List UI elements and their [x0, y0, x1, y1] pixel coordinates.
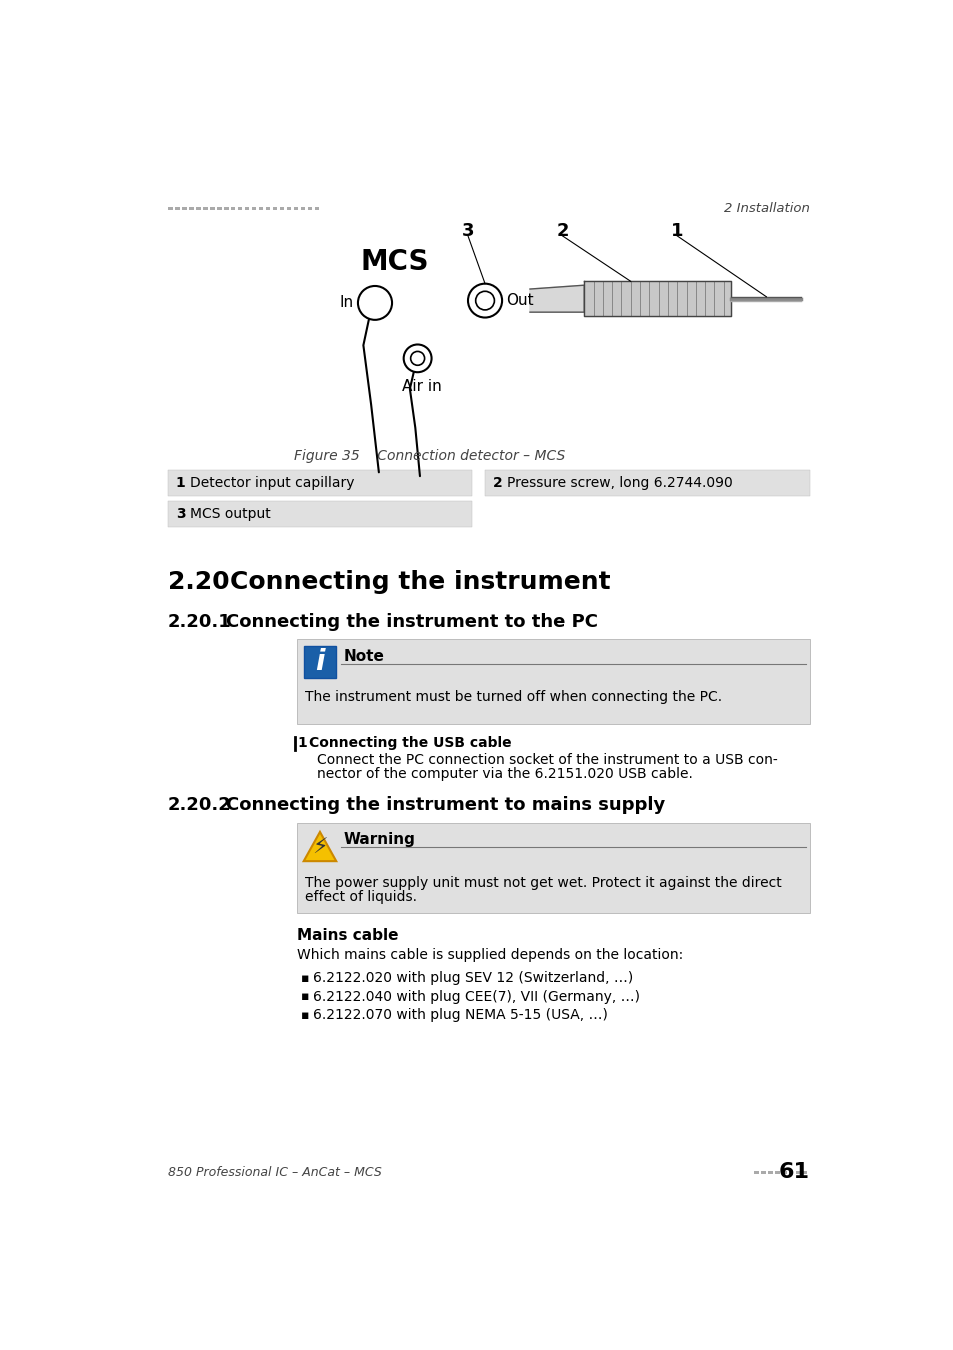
Text: Warning: Warning [344, 832, 416, 846]
FancyBboxPatch shape [300, 207, 305, 209]
Text: Out: Out [505, 293, 533, 308]
Text: 2: 2 [556, 223, 568, 240]
FancyBboxPatch shape [210, 207, 214, 209]
FancyBboxPatch shape [484, 470, 809, 497]
Text: 6.2122.040 with plug CEE(7), VII (Germany, …): 6.2122.040 with plug CEE(7), VII (German… [313, 990, 639, 1003]
Text: The power supply unit must not get wet. Protect it against the direct: The power supply unit must not get wet. … [305, 876, 781, 890]
Text: Detector input capillary: Detector input capillary [190, 477, 354, 490]
FancyBboxPatch shape [760, 1170, 765, 1173]
FancyBboxPatch shape [168, 207, 172, 209]
FancyBboxPatch shape [245, 207, 249, 209]
FancyBboxPatch shape [303, 645, 335, 678]
Text: In: In [339, 296, 354, 310]
FancyBboxPatch shape [195, 207, 200, 209]
FancyBboxPatch shape [273, 207, 277, 209]
Text: 2.20: 2.20 [168, 570, 230, 594]
FancyBboxPatch shape [231, 207, 235, 209]
Text: Figure 35    Connection detector – MCS: Figure 35 Connection detector – MCS [294, 450, 564, 463]
Text: 6.2122.070 with plug NEMA 5-15 (USA, …): 6.2122.070 with plug NEMA 5-15 (USA, …) [313, 1008, 607, 1022]
FancyBboxPatch shape [203, 207, 208, 209]
Text: ⚡: ⚡ [312, 838, 328, 859]
Text: MCS: MCS [359, 248, 428, 277]
Text: ▪: ▪ [301, 990, 310, 1003]
FancyBboxPatch shape [314, 207, 319, 209]
Text: 2 Installation: 2 Installation [723, 201, 809, 215]
Text: The instrument must be turned off when connecting the PC.: The instrument must be turned off when c… [305, 690, 721, 705]
Text: 1: 1 [297, 736, 307, 751]
Text: ▪: ▪ [301, 1008, 310, 1022]
Text: nector of the computer via the 6.2151.020 USB cable.: nector of the computer via the 6.2151.02… [316, 767, 692, 782]
Text: i: i [314, 648, 324, 676]
FancyBboxPatch shape [174, 207, 179, 209]
Text: 2.20.2: 2.20.2 [168, 796, 232, 814]
FancyBboxPatch shape [795, 1170, 800, 1173]
Polygon shape [303, 832, 335, 861]
FancyBboxPatch shape [266, 207, 270, 209]
Text: Note: Note [344, 649, 384, 664]
FancyBboxPatch shape [753, 1170, 758, 1173]
Text: effect of liquids.: effect of liquids. [305, 890, 416, 903]
Text: Mains cable: Mains cable [297, 929, 398, 944]
Polygon shape [530, 285, 583, 312]
Text: 61: 61 [778, 1162, 809, 1183]
FancyBboxPatch shape [307, 207, 312, 209]
FancyBboxPatch shape [297, 822, 809, 913]
Text: ▪: ▪ [301, 972, 310, 984]
Text: Which mains cable is supplied depends on the location:: Which mains cable is supplied depends on… [297, 948, 683, 963]
FancyBboxPatch shape [237, 207, 242, 209]
Text: 3: 3 [461, 223, 474, 240]
Text: 2.20.1: 2.20.1 [168, 613, 232, 630]
Text: 2: 2 [493, 477, 502, 490]
Text: Pressure screw, long 6.2744.090: Pressure screw, long 6.2744.090 [506, 477, 732, 490]
FancyBboxPatch shape [168, 501, 472, 526]
Text: Connect the PC connection socket of the instrument to a USB con-: Connect the PC connection socket of the … [316, 753, 777, 767]
Text: MCS output: MCS output [190, 506, 271, 521]
FancyBboxPatch shape [252, 207, 256, 209]
Text: Connecting the instrument to mains supply: Connecting the instrument to mains suppl… [226, 796, 665, 814]
Text: 3: 3 [175, 506, 185, 521]
Text: 1: 1 [670, 223, 682, 240]
FancyBboxPatch shape [774, 1170, 779, 1173]
FancyBboxPatch shape [294, 207, 298, 209]
FancyBboxPatch shape [781, 1170, 785, 1173]
Text: 850 Professional IC – AnCat – MCS: 850 Professional IC – AnCat – MCS [168, 1166, 381, 1179]
FancyBboxPatch shape [216, 207, 221, 209]
FancyBboxPatch shape [788, 1170, 793, 1173]
Text: Connecting the instrument: Connecting the instrument [230, 570, 610, 594]
Text: Connecting the USB cable: Connecting the USB cable [309, 736, 511, 751]
Polygon shape [583, 281, 731, 316]
FancyBboxPatch shape [168, 470, 472, 497]
FancyBboxPatch shape [279, 207, 284, 209]
Text: 1: 1 [175, 477, 186, 490]
FancyBboxPatch shape [297, 640, 809, 724]
FancyBboxPatch shape [224, 207, 229, 209]
Text: 6.2122.020 with plug SEV 12 (Switzerland, …): 6.2122.020 with plug SEV 12 (Switzerland… [313, 971, 633, 986]
FancyBboxPatch shape [286, 207, 291, 209]
FancyBboxPatch shape [767, 1170, 772, 1173]
FancyBboxPatch shape [189, 207, 193, 209]
FancyBboxPatch shape [802, 1170, 806, 1173]
FancyBboxPatch shape [258, 207, 263, 209]
Text: Connecting the instrument to the PC: Connecting the instrument to the PC [226, 613, 598, 630]
FancyBboxPatch shape [182, 207, 187, 209]
Text: Air in: Air in [401, 378, 441, 394]
